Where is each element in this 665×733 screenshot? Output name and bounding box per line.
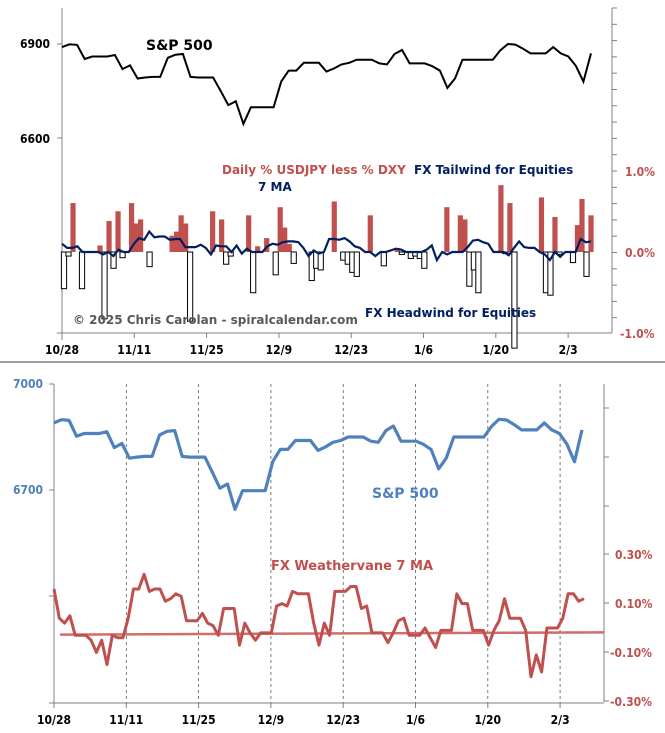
fx-bar-negative bbox=[65, 251, 72, 257]
top-x-tick-label: 1/6 bbox=[414, 343, 433, 357]
bottom-x-tick-label: 11/25 bbox=[182, 713, 216, 727]
fx-bar-negative bbox=[290, 251, 297, 264]
headwind-label: FX Headwind for Equities bbox=[365, 306, 536, 320]
fx-bar-positive bbox=[579, 199, 585, 252]
top-x-tick-label: 12/23 bbox=[334, 343, 368, 357]
fx-bar-negative bbox=[78, 251, 86, 290]
fx-bar-positive bbox=[457, 215, 463, 252]
fx-bar-negative bbox=[223, 251, 230, 265]
fx-bar-negative bbox=[250, 251, 257, 294]
bottom-x-ticks: 10/28 11/11 11/25 12/9 12/23 1/6 1/20 2/3 bbox=[37, 703, 570, 727]
fx-bar-positive bbox=[282, 227, 288, 252]
bottom-sp-label: S&P 500 bbox=[372, 486, 439, 502]
fx-bar-positive bbox=[574, 225, 581, 252]
fx-bar-positive bbox=[538, 197, 545, 252]
fx-bar-positive bbox=[507, 203, 513, 252]
fx-bar-positive bbox=[106, 221, 112, 252]
copyright-text: © 2025 Chris Carolan - spiralcalendar.co… bbox=[73, 313, 358, 327]
fx-bar-positive bbox=[277, 207, 283, 252]
ma-label: 7 MA bbox=[258, 180, 292, 194]
fx-bar-positive bbox=[178, 215, 184, 252]
bottom-vertical-gridlines bbox=[125, 384, 561, 703]
fx-bar-positive bbox=[264, 238, 270, 252]
fx-bar-positive bbox=[552, 216, 558, 252]
fx-bar-positive bbox=[462, 219, 468, 252]
fx-bar-positive bbox=[115, 211, 121, 252]
fx-bar-negative bbox=[421, 251, 428, 269]
bottom-x-tick-label: 1/20 bbox=[475, 713, 501, 727]
fx-bar-negative bbox=[353, 251, 360, 277]
fx-bar-positive bbox=[367, 215, 373, 252]
top-right-minor-ticks bbox=[612, 7, 617, 319]
fx-bar-positive bbox=[498, 185, 504, 252]
top-left-tick-label-6900: 6900 bbox=[20, 37, 50, 51]
fx-bar-positive bbox=[210, 211, 216, 252]
fx-bar-negative bbox=[101, 251, 108, 320]
top-right-tick-label-1: 1.0% bbox=[625, 165, 655, 179]
bottom-right-tick-label-neg030: -0.30% bbox=[610, 695, 652, 709]
top-x-tick-label: 1/20 bbox=[483, 343, 509, 357]
fx-bars bbox=[60, 185, 594, 349]
fx-bar-positive bbox=[174, 231, 180, 252]
fx-bar-negative bbox=[146, 251, 153, 268]
top-x-tick-label: 11/25 bbox=[190, 343, 224, 357]
top-left-tick-label-6600: 6600 bbox=[20, 132, 50, 146]
fx-bar-positive bbox=[70, 203, 76, 252]
fx-bar-positive bbox=[169, 235, 175, 252]
bottom-x-tick-label: 12/23 bbox=[326, 713, 360, 727]
fx-bar-positive bbox=[286, 243, 292, 252]
top-sp-label: S&P 500 bbox=[146, 38, 213, 54]
fx-7ma-line bbox=[61, 229, 592, 263]
fx-bar-positive bbox=[133, 223, 139, 252]
fx-weathervane-line bbox=[52, 572, 585, 679]
fx-bar-negative bbox=[60, 251, 68, 290]
bottom-left-tick-label-7000: 7000 bbox=[13, 377, 43, 391]
fx-bar-negative bbox=[398, 251, 405, 255]
fx-bar-positive bbox=[246, 215, 252, 252]
fx-bar-positive bbox=[588, 215, 594, 252]
fx-bar-positive bbox=[97, 245, 103, 252]
fx-bar-negative bbox=[583, 251, 590, 277]
fx-weathervane-trendline bbox=[59, 631, 605, 636]
fx-bar-negative bbox=[511, 251, 518, 349]
fx-bar-positive bbox=[331, 201, 337, 252]
top-x-tick-label: 11/11 bbox=[117, 343, 151, 357]
top-right-tick-label-0: 0.0% bbox=[625, 246, 655, 260]
bottom-x-tick-label: 10/28 bbox=[37, 713, 71, 727]
bottom-x-tick-label: 12/9 bbox=[258, 713, 284, 727]
bottom-x-tick-label: 11/11 bbox=[109, 713, 143, 727]
fx-bar-positive bbox=[137, 219, 144, 252]
fx-bar-negative bbox=[569, 251, 577, 264]
top-x-tick-label: 2/3 bbox=[559, 343, 578, 357]
fx-bar-negative bbox=[475, 251, 482, 294]
fx-bar-negative bbox=[110, 251, 117, 269]
bottom-x-tick-label: 1/6 bbox=[406, 713, 425, 727]
sp500-line-bottom bbox=[53, 417, 584, 511]
tailwind-label: FX Tailwind for Equities bbox=[414, 163, 573, 177]
bottom-chart: 7000 6700 0.30% 0.10% -0.10% -0.30% 10/2… bbox=[13, 377, 653, 727]
fx-bar-negative bbox=[187, 251, 194, 322]
fx-bar-positive bbox=[219, 219, 225, 252]
fx-bar-positive bbox=[255, 246, 261, 252]
fx-bar-positive bbox=[183, 223, 189, 252]
fx-bar-positive bbox=[128, 203, 135, 252]
bottom-fx-label: FX Weathervane 7 MA bbox=[271, 559, 433, 574]
sp500-line-top bbox=[61, 42, 592, 127]
fx-bar-positive bbox=[444, 207, 450, 252]
fx-bar-negative bbox=[547, 251, 554, 296]
bottom-right-tick-label-neg010: -0.10% bbox=[610, 646, 652, 660]
fx-bar-negative bbox=[272, 251, 279, 276]
bars-label: Daily % USDJPY less % DXY bbox=[222, 163, 406, 177]
top-x-tick-label: 12/9 bbox=[266, 343, 292, 357]
bottom-x-tick-label: 2/3 bbox=[551, 713, 570, 727]
bottom-right-tick-label-010: 0.10% bbox=[615, 597, 653, 611]
fx-bar-negative bbox=[380, 251, 387, 267]
top-chart: 6900 6600 1.0% 0.0% -1.0% 10/28 11/11 11/2… bbox=[20, 7, 655, 357]
top-x-ticks: 10/28 11/11 11/25 12/9 12/23 1/6 1/20 2/3 bbox=[45, 333, 578, 357]
top-right-tick-label-neg1: -1.0% bbox=[620, 327, 655, 341]
top-x-tick-label: 10/28 bbox=[45, 343, 79, 357]
bottom-left-tick-label-6700: 6700 bbox=[13, 483, 43, 497]
bottom-right-tick-label-030: 0.30% bbox=[615, 548, 653, 562]
